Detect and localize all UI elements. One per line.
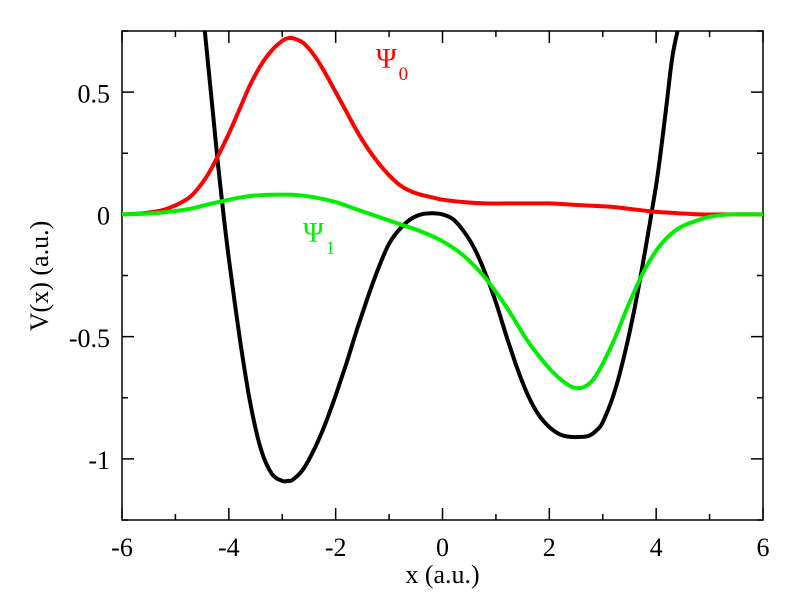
x-tick-label: 4 bbox=[650, 533, 663, 562]
y-tick-label: -0.5 bbox=[69, 324, 110, 353]
y-tick-label: 0 bbox=[97, 202, 110, 231]
x-tick-label: 6 bbox=[757, 533, 770, 562]
x-tick-label: -2 bbox=[325, 533, 347, 562]
y-tick-label: 0.5 bbox=[78, 80, 111, 109]
psi0-curve bbox=[122, 35, 763, 217]
x-tick: -2 bbox=[325, 533, 347, 562]
x-tick-label: -6 bbox=[111, 533, 133, 562]
y-ticks: 0.5 0 -0.5 -1 bbox=[69, 80, 110, 476]
psi1-symbol: Ψ bbox=[303, 218, 324, 249]
x-tick: 2 bbox=[543, 533, 556, 562]
psi1-curve bbox=[122, 192, 763, 391]
x-tick-label: 0 bbox=[436, 533, 449, 562]
y-axis-title: V(x) (a.u.) bbox=[25, 221, 54, 331]
y-tick-label: -1 bbox=[88, 446, 110, 475]
psi0-symbol: Ψ bbox=[376, 44, 397, 75]
psi1-subscript: 1 bbox=[326, 238, 336, 259]
x-tick: -4 bbox=[218, 533, 240, 562]
x-axis-title: x (a.u.) bbox=[405, 560, 479, 589]
x-tick-label: 2 bbox=[543, 533, 556, 562]
psi0-subscript: 0 bbox=[399, 64, 409, 85]
x-tick: 4 bbox=[650, 533, 663, 562]
potential-curve bbox=[202, 31, 680, 484]
x-ticks: -6 -4 -2 0 2 4 6 bbox=[111, 533, 769, 562]
x-tick: 0 bbox=[436, 533, 449, 562]
x-tick: -6 bbox=[111, 533, 133, 562]
x-tick: 6 bbox=[757, 533, 770, 562]
x-tick-label: -4 bbox=[218, 533, 240, 562]
series-layer bbox=[122, 31, 763, 484]
